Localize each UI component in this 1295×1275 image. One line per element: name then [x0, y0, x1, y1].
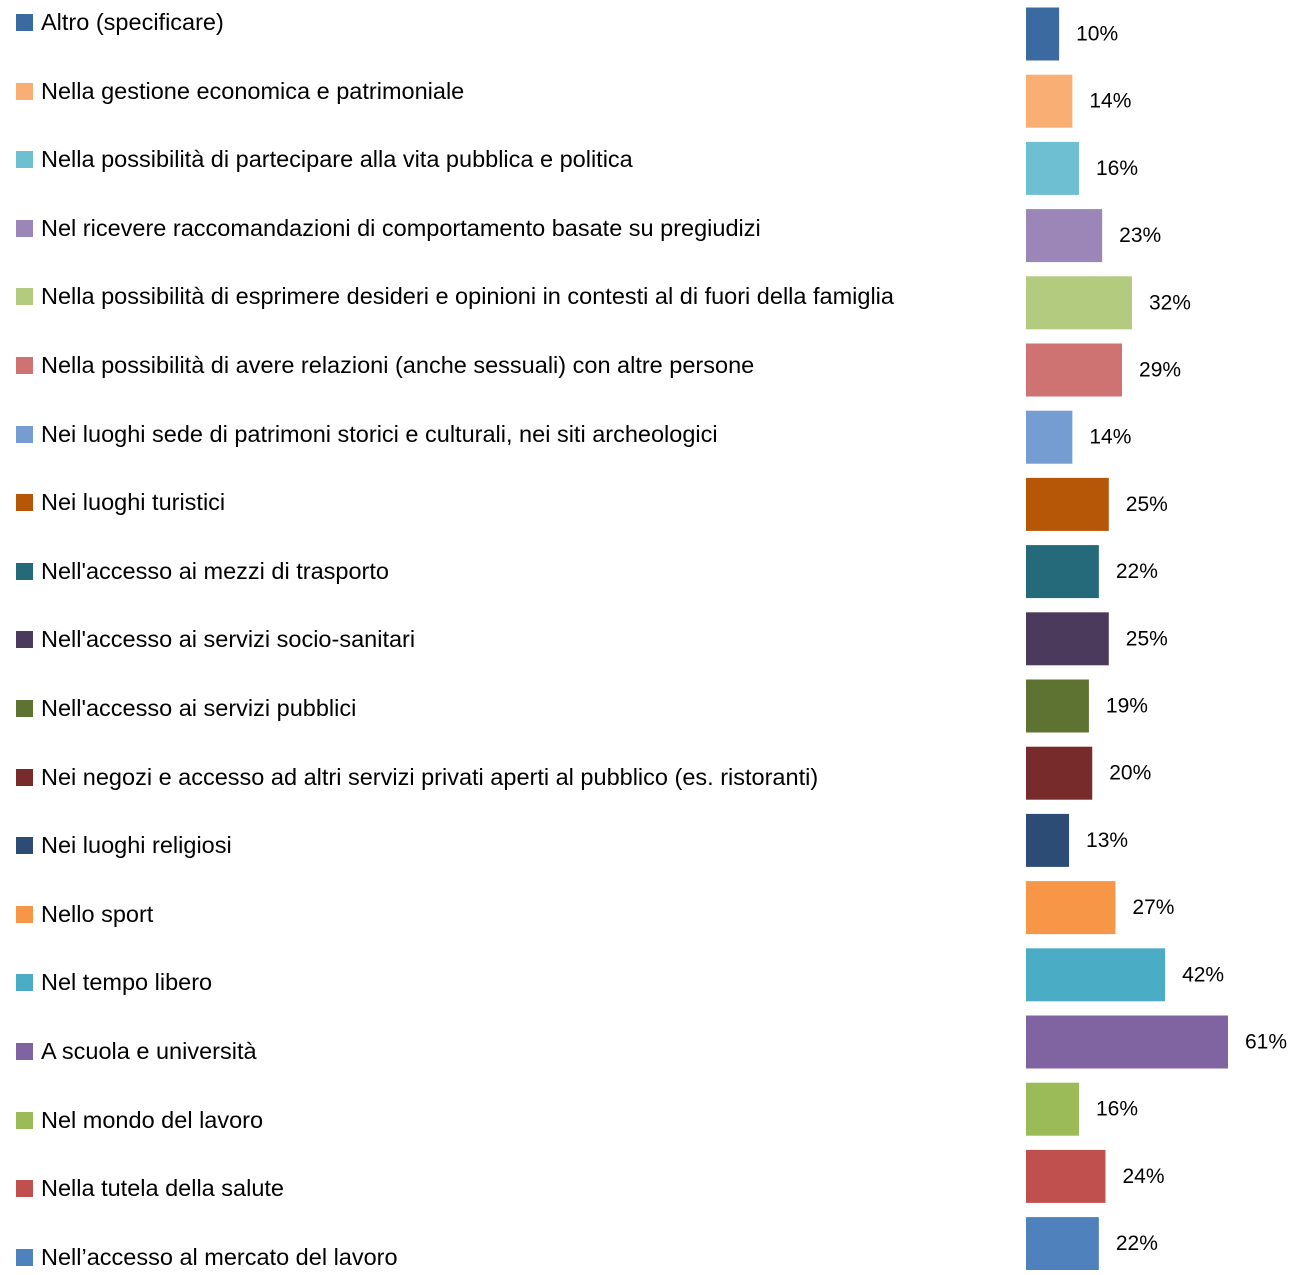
- legend-swatch: [16, 1043, 33, 1060]
- bar: [1026, 545, 1099, 599]
- legend-swatch: [16, 151, 33, 169]
- value-label: 13%: [1086, 829, 1128, 852]
- value-label: 42%: [1182, 963, 1224, 986]
- legend-swatch: [16, 1248, 33, 1266]
- legend-swatch: [16, 14, 33, 31]
- value-label: 20%: [1109, 762, 1151, 785]
- legend-swatch: [16, 425, 33, 443]
- legend-swatch: [16, 219, 33, 237]
- legend-entry: Nell'accesso ai servizi pubblici: [16, 690, 1016, 726]
- legend-entry: Nel mondo del lavoro: [16, 1102, 1016, 1138]
- value-label: 32%: [1149, 291, 1191, 314]
- legend-label: Nei luoghi religiosi: [41, 832, 232, 859]
- bar: [1026, 881, 1116, 935]
- legend-label: Nella possibilità di esprimere desideri …: [41, 283, 894, 310]
- value-label: 25%: [1126, 493, 1168, 516]
- bar: [1026, 1149, 1106, 1203]
- legend-swatch: [16, 631, 33, 649]
- legend-entry: Nell’accesso al mercato del lavoro: [16, 1239, 1016, 1275]
- legend-label: Altro (specificare): [41, 9, 224, 35]
- bar: [1026, 813, 1070, 867]
- legend-entry: Nei luoghi sede di patrimoni storici e c…: [16, 416, 1016, 452]
- legend-label: Nell'accesso ai mezzi di trasporto: [41, 557, 389, 584]
- bar: [1026, 477, 1109, 531]
- bar: [1026, 1082, 1079, 1136]
- value-label: 16%: [1096, 1098, 1138, 1121]
- bar: [1026, 7, 1060, 61]
- bar: [1026, 1217, 1099, 1270]
- legend-swatch: [16, 905, 33, 923]
- legend-label: Nello sport: [41, 900, 154, 927]
- legend-label: Nei luoghi sede di patrimoni storici e c…: [41, 420, 718, 447]
- legend-entry: Nella possibilità di esprimere desideri …: [16, 278, 1016, 314]
- value-label: 29%: [1139, 359, 1181, 382]
- bar: [1026, 1015, 1228, 1069]
- legend-label: Nel ricevere raccomandazioni di comporta…: [41, 214, 761, 241]
- legend-entry: Nello sport: [16, 896, 1016, 932]
- legend-label: Nella possibilità di avere relazioni (an…: [41, 352, 755, 378]
- legend-entry: Altro (specificare): [16, 4, 1016, 40]
- bar: [1026, 343, 1123, 397]
- value-label: 16%: [1096, 157, 1138, 180]
- legend-label: Nella gestione economica e patrimoniale: [41, 77, 465, 104]
- legend-entry: Nell'accesso ai servizi socio-sanitari: [16, 621, 1016, 657]
- value-label: 61%: [1245, 1031, 1287, 1054]
- legend-label: Nella tutela della salute: [41, 1175, 284, 1202]
- bar: [1026, 74, 1073, 128]
- value-label: 14%: [1089, 426, 1131, 449]
- legend-entry: Nei luoghi turistici: [16, 484, 1016, 520]
- legend-entry: Nella possibilità di avere relazioni (an…: [16, 347, 1016, 383]
- bar: [1026, 410, 1073, 464]
- legend-label: Nei luoghi turistici: [41, 489, 226, 516]
- legend-entry: Nell'accesso ai mezzi di trasporto: [16, 553, 1016, 589]
- legend-entry: Nella gestione economica e patrimoniale: [16, 73, 1016, 109]
- legend-entry: Nella possibilità di partecipare alla vi…: [16, 141, 1016, 177]
- legend-swatch: [16, 357, 33, 374]
- legend-entry: A scuola e università: [16, 1033, 1016, 1069]
- legend-label: A scuola e università: [41, 1038, 257, 1064]
- value-label: 25%: [1126, 627, 1168, 650]
- bar: [1026, 209, 1103, 263]
- legend-swatch: [16, 82, 33, 100]
- legend-swatch: [16, 700, 33, 717]
- bar: [1026, 141, 1079, 195]
- value-label: 19%: [1106, 695, 1148, 718]
- legend-label: Nei negozi e accesso ad altri servizi pr…: [41, 763, 819, 790]
- legend-entry: Nei luoghi religiosi: [16, 827, 1016, 863]
- legend-swatch: [16, 1180, 33, 1198]
- value-label: 14%: [1089, 90, 1131, 113]
- legend-swatch: [16, 494, 33, 512]
- bar: [1026, 746, 1093, 800]
- value-label: 22%: [1116, 1232, 1158, 1255]
- legend-swatch: [16, 288, 33, 306]
- bar: [1026, 948, 1166, 1002]
- legend-label: Nel tempo libero: [41, 969, 213, 996]
- legend-label: Nell'accesso ai servizi pubblici: [41, 695, 357, 721]
- legend-swatch: [16, 1111, 33, 1129]
- legend-swatch: [16, 837, 33, 855]
- value-label: 27%: [1132, 896, 1174, 919]
- legend-label: Nell'accesso ai servizi socio-sanitari: [41, 626, 416, 653]
- legend-entry: Nei negozi e accesso ad altri servizi pr…: [16, 759, 1016, 795]
- bar: [1026, 679, 1089, 733]
- legend-swatch: [16, 562, 33, 580]
- legend-label: Nell’accesso al mercato del lavoro: [41, 1243, 398, 1270]
- legend-swatch: [16, 768, 33, 786]
- legend-label: Nella possibilità di partecipare alla vi…: [41, 146, 633, 173]
- legend-label: Nel mondo del lavoro: [41, 1106, 264, 1133]
- value-label: 22%: [1116, 560, 1158, 583]
- bar: [1026, 612, 1109, 666]
- legend-swatch: [16, 974, 33, 992]
- legend-entry: Nel ricevere raccomandazioni di comporta…: [16, 210, 1016, 246]
- value-label: 24%: [1122, 1165, 1164, 1188]
- value-label: 23%: [1119, 224, 1161, 247]
- value-label: 10%: [1076, 23, 1118, 46]
- legend-entry: Nel tempo libero: [16, 964, 1016, 1000]
- legend-entry: Nella tutela della salute: [16, 1170, 1016, 1206]
- bar: [1026, 276, 1132, 330]
